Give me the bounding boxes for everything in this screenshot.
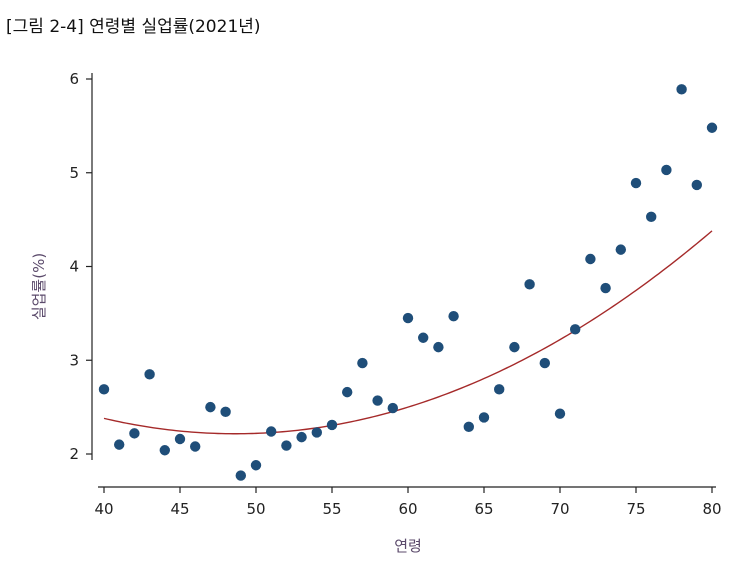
x-tick-label: 50 [246, 500, 265, 518]
x-tick-label: 70 [550, 500, 569, 518]
y-tick-label: 2 [69, 445, 79, 463]
data-point [129, 428, 140, 439]
x-tick-label: 80 [702, 500, 721, 518]
fit-line [103, 230, 713, 435]
x-tick-label: 65 [474, 500, 493, 518]
data-point [494, 384, 505, 395]
y-axis-title: 실업률(%) [30, 253, 48, 320]
data-point [281, 440, 292, 451]
data-point [174, 433, 186, 445]
data-point [266, 426, 277, 437]
data-point [630, 177, 642, 189]
data-point [296, 431, 307, 443]
y-tick-label: 4 [69, 258, 79, 276]
x-tick-label: 45 [170, 500, 189, 518]
data-point [250, 460, 262, 471]
data-point [402, 312, 414, 324]
data-point [539, 357, 550, 369]
data-point [205, 401, 216, 413]
data-point [585, 253, 596, 265]
data-point [463, 421, 474, 433]
data-point [144, 369, 155, 380]
x-tick-label: 40 [94, 500, 113, 518]
x-axis-title: 연령 [394, 537, 422, 555]
data-point [676, 84, 687, 95]
data-points [98, 84, 718, 481]
data-point [357, 357, 368, 369]
y-tick-label: 5 [69, 164, 79, 182]
data-point [615, 244, 626, 255]
data-point [554, 408, 566, 419]
data-point [326, 419, 338, 431]
y-tick-label: 6 [69, 70, 79, 88]
fit-line-group [103, 230, 713, 435]
data-point [114, 439, 125, 450]
data-point [98, 384, 110, 395]
data-point [570, 324, 581, 335]
data-point [706, 122, 718, 133]
data-point [448, 310, 459, 322]
data-point [524, 279, 535, 290]
x-tick-label: 55 [322, 500, 341, 518]
data-point [433, 341, 444, 353]
data-point [220, 406, 231, 418]
data-point [372, 395, 383, 406]
y-tick-label: 3 [69, 351, 79, 369]
data-point [387, 402, 398, 414]
data-point [478, 412, 490, 423]
x-tick-label: 75 [626, 500, 645, 518]
data-point [311, 427, 322, 438]
figure-title: [그림 2-4] 연령별 실업률(2021년) [6, 17, 261, 37]
data-point [509, 341, 520, 353]
data-point [646, 211, 657, 223]
data-point [418, 332, 429, 343]
data-point [159, 445, 170, 456]
x-tick-label: 60 [398, 500, 417, 518]
data-point [691, 179, 702, 191]
data-point [342, 386, 353, 398]
data-point [235, 470, 246, 481]
data-point [661, 164, 672, 176]
data-point [190, 441, 201, 452]
data-point [600, 282, 611, 294]
